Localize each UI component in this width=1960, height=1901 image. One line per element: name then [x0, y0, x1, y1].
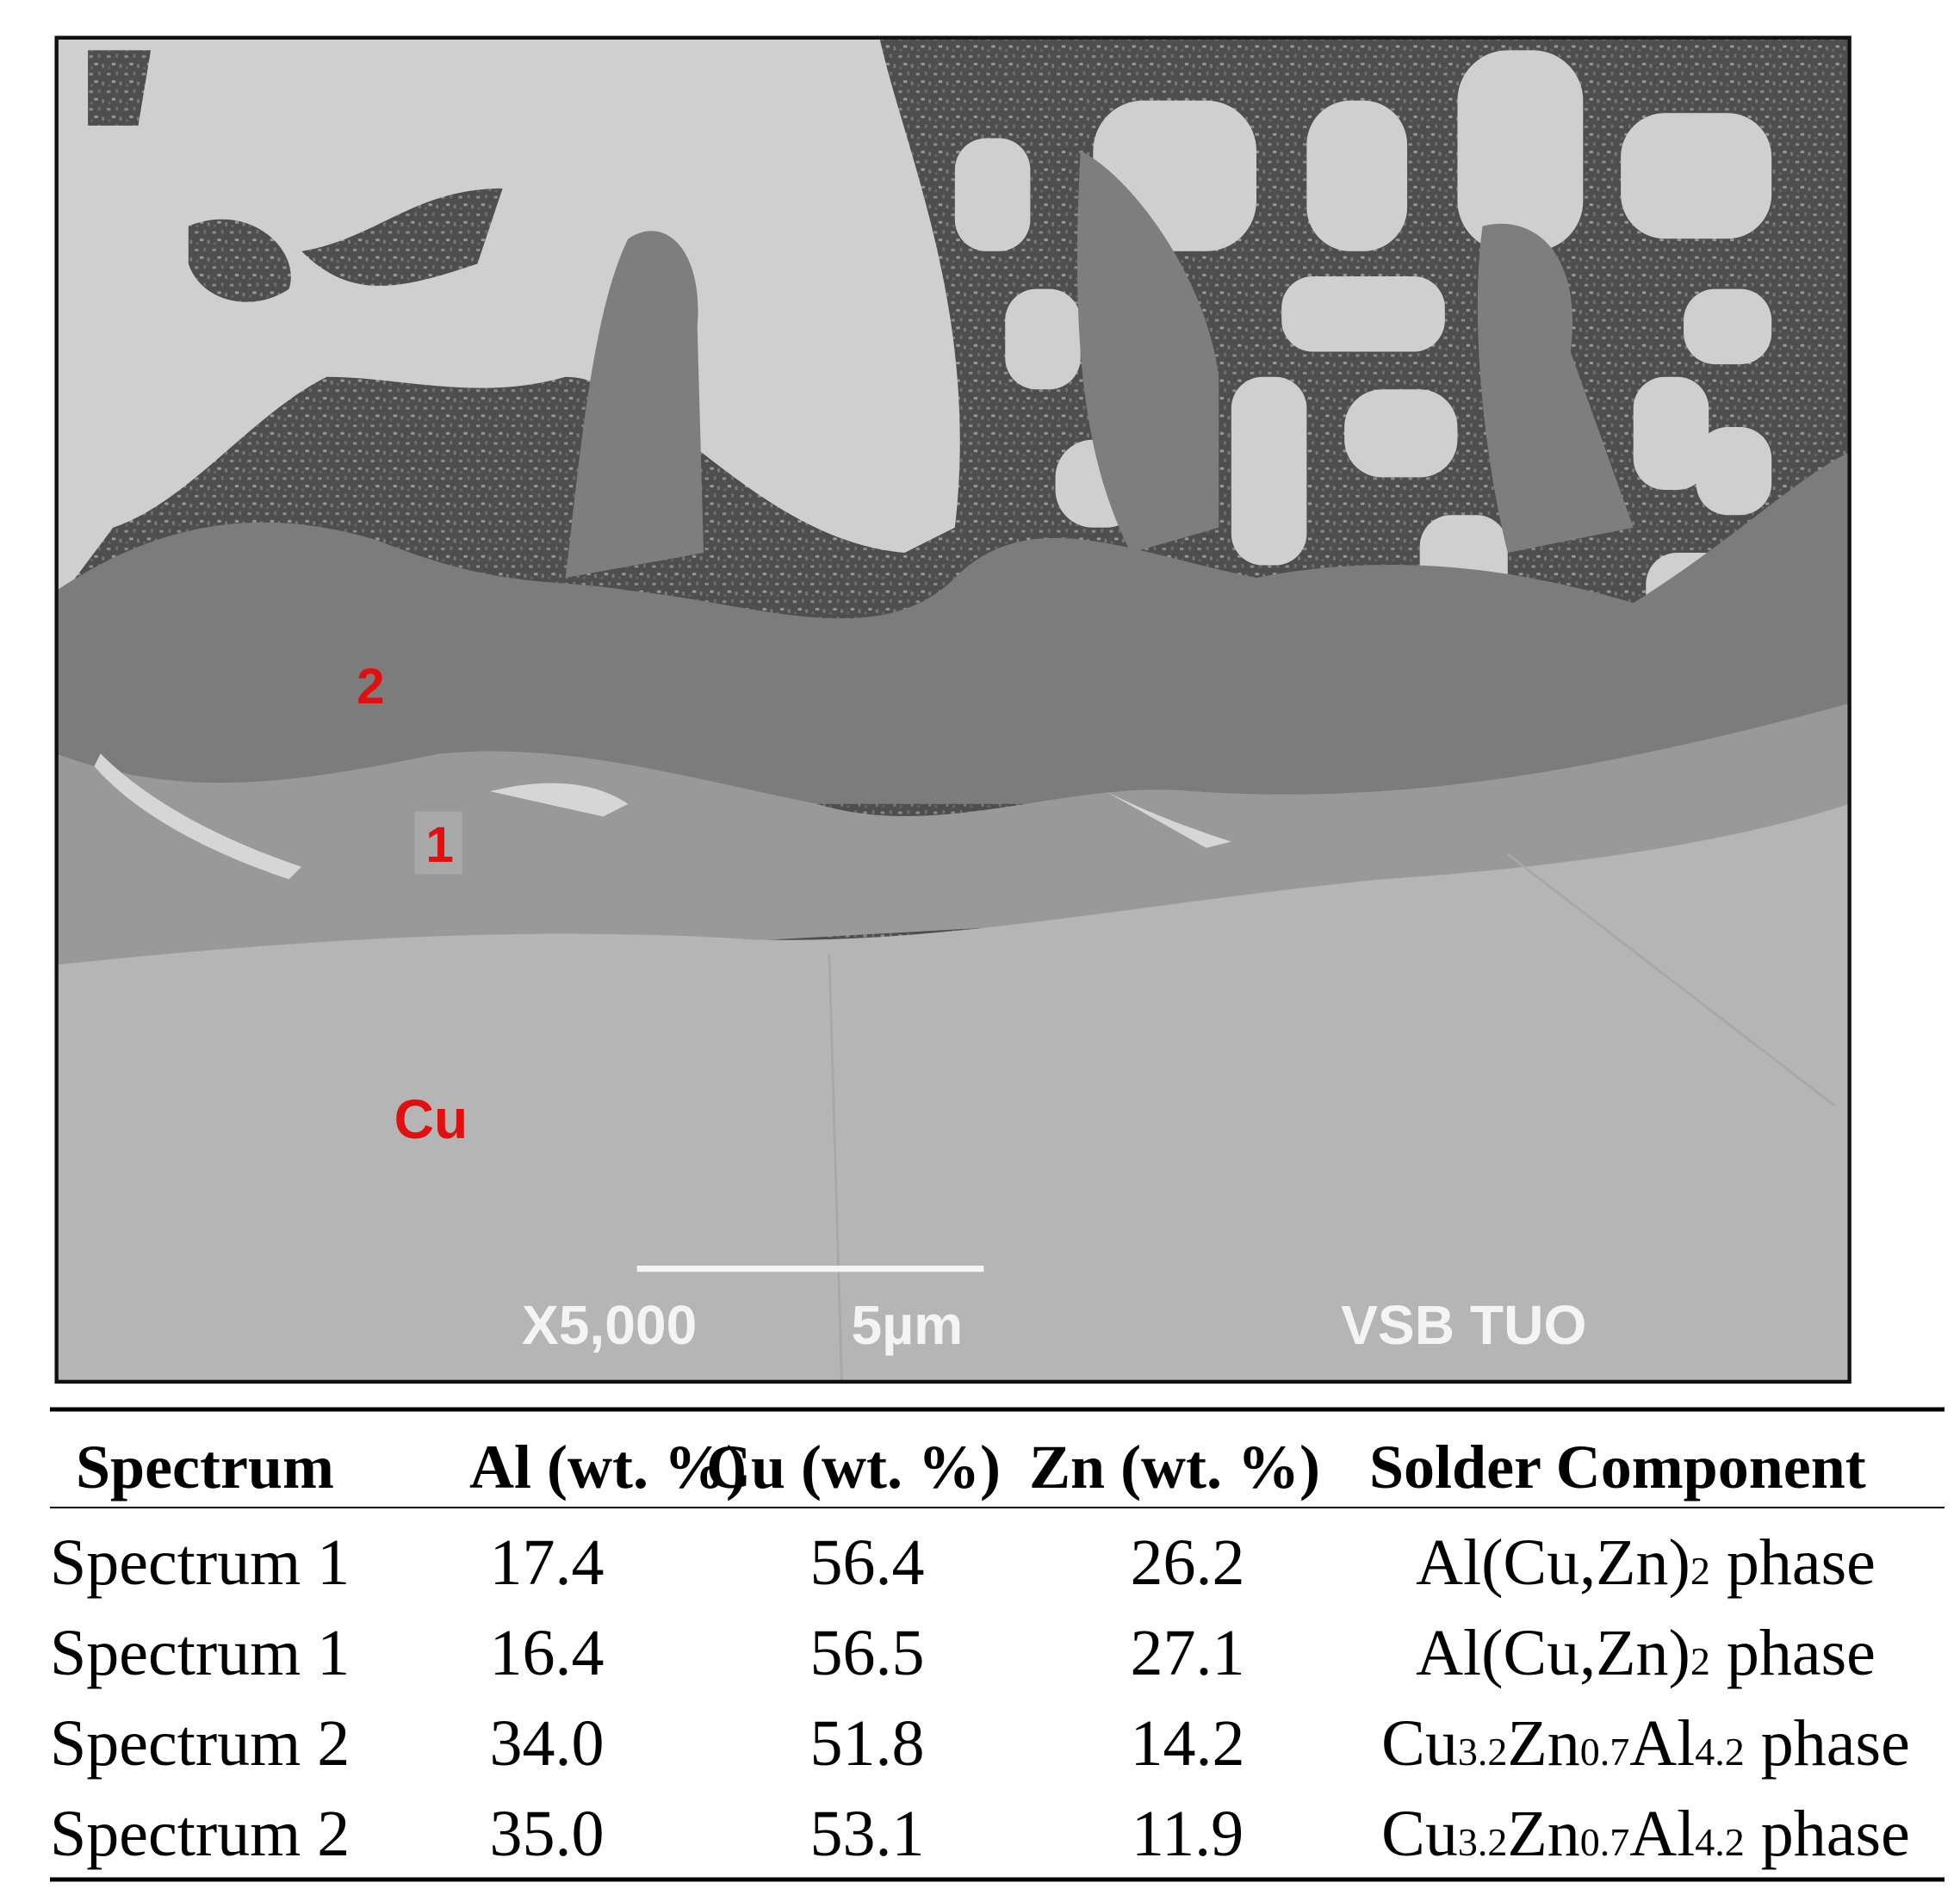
text-part: Al(Cu,Zn) [1416, 1617, 1690, 1689]
table-cell: Al(Cu,Zn)2 phase [1416, 1526, 1876, 1599]
text-part: Cu [1381, 1707, 1458, 1780]
subscript: 2 [1690, 1639, 1710, 1683]
text-part: phase [1710, 1617, 1876, 1689]
header-cell: Solder Component [1369, 1433, 1866, 1502]
table-cell: 11.9 [1132, 1798, 1244, 1870]
table-cell: Spectrum 1 [50, 1617, 350, 1689]
text-part: Zn [1507, 1798, 1579, 1870]
text-part: phase [1745, 1798, 1910, 1870]
table-cell: 17.4 [490, 1526, 605, 1599]
phase-label: Cu [394, 1088, 468, 1150]
subscript: 2 [1690, 1549, 1710, 1593]
header-cell: Zn (wt. %) [1029, 1433, 1320, 1502]
header-cell: Al (wt. %) [469, 1433, 747, 1502]
table-cell: Spectrum 2 [50, 1798, 350, 1870]
text-part: phase [1745, 1707, 1910, 1780]
table-cell: 16.4 [490, 1617, 605, 1689]
subscript: 0.7 [1580, 1820, 1630, 1864]
text-part: Cu [1381, 1798, 1458, 1870]
phase-label: 2 [357, 659, 384, 715]
text-part: Al [1629, 1707, 1695, 1780]
phase-label: 1 [425, 817, 453, 873]
text-part: Al(Cu,Zn) [1416, 1526, 1690, 1599]
scale-label: 5µm [852, 1294, 964, 1356]
table-cell: 53.1 [810, 1798, 925, 1870]
table-cell: 26.2 [1131, 1526, 1245, 1599]
table-cell: Cu3.2Zn0.7Al4.2 phase [1381, 1798, 1910, 1870]
table-cell: 14.2 [1131, 1707, 1245, 1780]
table-cell: 35.0 [490, 1798, 605, 1870]
subscript: 0.7 [1580, 1730, 1630, 1774]
subscript: 4.2 [1695, 1730, 1745, 1774]
table: Spectrum Al (wt. %)Cu (wt. %) Zn (wt. %) So… [50, 1407, 1944, 1882]
subscript: 3.2 [1458, 1820, 1508, 1864]
institution: VSB TUO [1341, 1294, 1586, 1356]
header-cell: Cu (wt. %) [706, 1433, 1001, 1502]
subscript: 4.2 [1695, 1820, 1745, 1864]
text-part: Al [1629, 1798, 1695, 1870]
table-cell: 56.4 [810, 1526, 925, 1599]
table-cell: 56.5 [810, 1617, 925, 1689]
frame [54, 35, 1851, 1384]
table-cell: Cu3.2Zn0.7Al4.2 phase [1381, 1707, 1910, 1780]
text-part: Zn [1507, 1707, 1579, 1780]
table-cell: 51.8 [810, 1707, 925, 1780]
table-cell: Spectrum 2 [50, 1707, 350, 1780]
table-cell: Al(Cu,Zn)2 phase [1416, 1617, 1876, 1689]
table-cell: 34.0 [490, 1707, 605, 1780]
subscript: 3.2 [1458, 1730, 1508, 1774]
header-cell: Spectrum [76, 1433, 334, 1502]
table-cell: Spectrum 1 [50, 1526, 350, 1599]
table-cell: 27.1 [1131, 1617, 1245, 1689]
text-part: phase [1710, 1526, 1876, 1599]
micrograph: 2 1 Cu X5,000 5µm VSB TUO [54, 35, 1851, 1384]
magnification: X5,000 [522, 1294, 697, 1356]
